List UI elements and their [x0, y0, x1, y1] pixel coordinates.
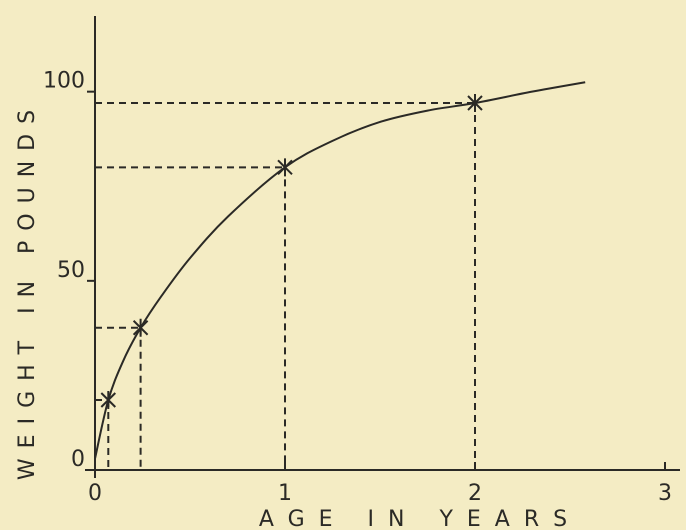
y-tick-label: 0 [71, 447, 85, 472]
x-tick-label: 0 [88, 481, 102, 506]
point-marker [100, 391, 117, 410]
x-tick-label: 3 [658, 481, 672, 506]
point-marker [132, 318, 149, 337]
point-marker [277, 158, 293, 177]
growth-curve [94, 81, 586, 459]
point-marker [467, 94, 483, 113]
y-axis-label: WEIGHT IN POUNDS [15, 100, 40, 480]
x-tick-label: 1 [278, 481, 292, 506]
x-axis-label: AGE IN YEARS [259, 507, 581, 530]
x-tick-label: 2 [468, 481, 482, 506]
y-tick-label: 50 [57, 258, 85, 283]
y-tick-label: 100 [43, 69, 85, 94]
